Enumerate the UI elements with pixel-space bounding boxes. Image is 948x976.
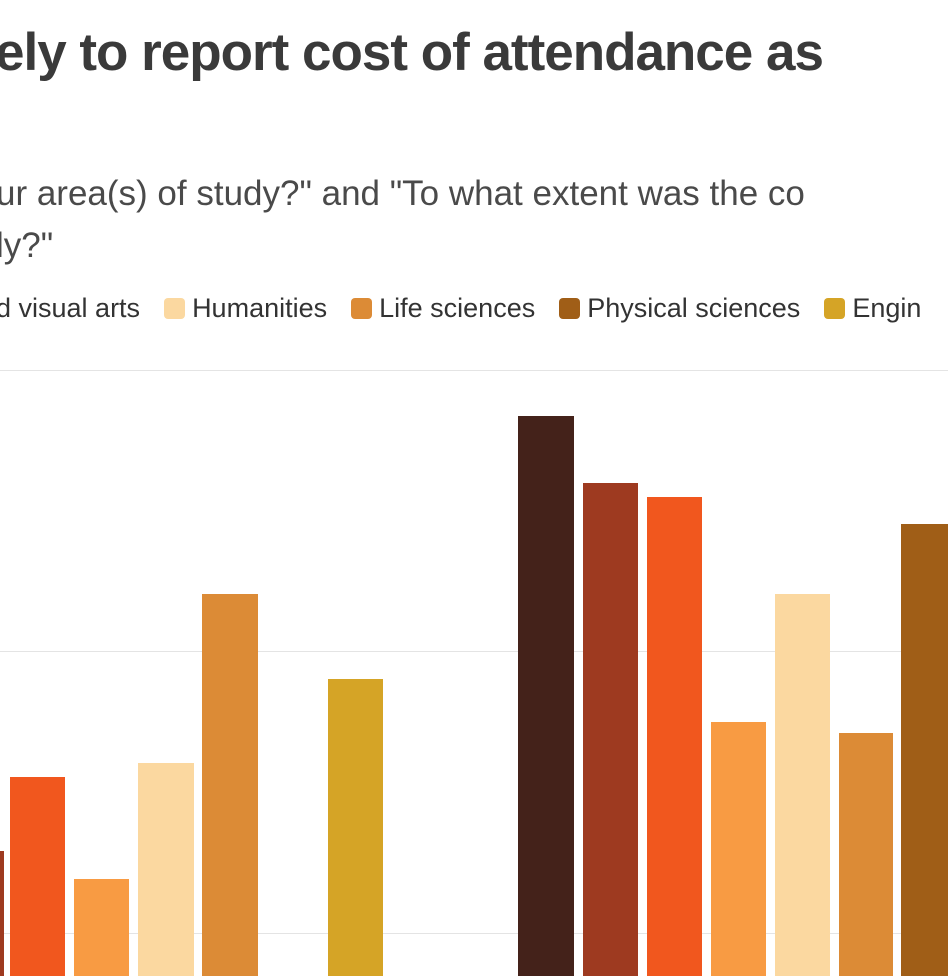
legend-label: Engin (852, 293, 922, 323)
legend-label: Physical sciences (587, 293, 801, 323)
gridline (0, 370, 948, 371)
legend-swatch (824, 298, 846, 319)
legend-item: Physical sciences (559, 293, 800, 324)
legend-label: d visual arts (0, 293, 141, 323)
bar-physical-sciences (901, 524, 948, 976)
legend-swatch (164, 298, 186, 319)
bar-engineering (328, 679, 383, 976)
gridline (0, 933, 948, 934)
legend-swatch (351, 298, 373, 319)
bar-life-sciences (839, 733, 893, 976)
bar-life-sciences (202, 594, 258, 976)
chart-subtitle: ur area(s) of study?" and "To what exten… (0, 168, 805, 272)
legend-item: Humanities (164, 293, 327, 324)
chart-title: ely to report cost of attendance as (0, 23, 824, 82)
bar-light-orange (711, 722, 766, 976)
legend-item: d visual arts (0, 293, 140, 324)
gridline (0, 651, 948, 652)
bar-humanities (138, 763, 194, 976)
bar-rust (0, 851, 4, 976)
legend-item: Life sciences (351, 293, 535, 324)
bar-rust (583, 483, 638, 976)
legend-label: Life sciences (379, 293, 536, 323)
bar-humanities (775, 594, 830, 976)
legend-item: Engin (824, 293, 921, 324)
bar-dark-brown (518, 416, 574, 976)
chart-subtitle-line-1: ur area(s) of study?" and "To what exten… (0, 174, 805, 213)
legend-swatch (559, 298, 581, 319)
legend-label: Humanities (192, 293, 328, 323)
bar-orange-red (10, 777, 65, 976)
chart-subtitle-line-2: ly?" (0, 225, 54, 265)
legend: d visual arts Humanities Life sciences Phys… (0, 293, 921, 324)
bar-light-orange (74, 879, 129, 976)
bar-orange-red (647, 497, 702, 976)
